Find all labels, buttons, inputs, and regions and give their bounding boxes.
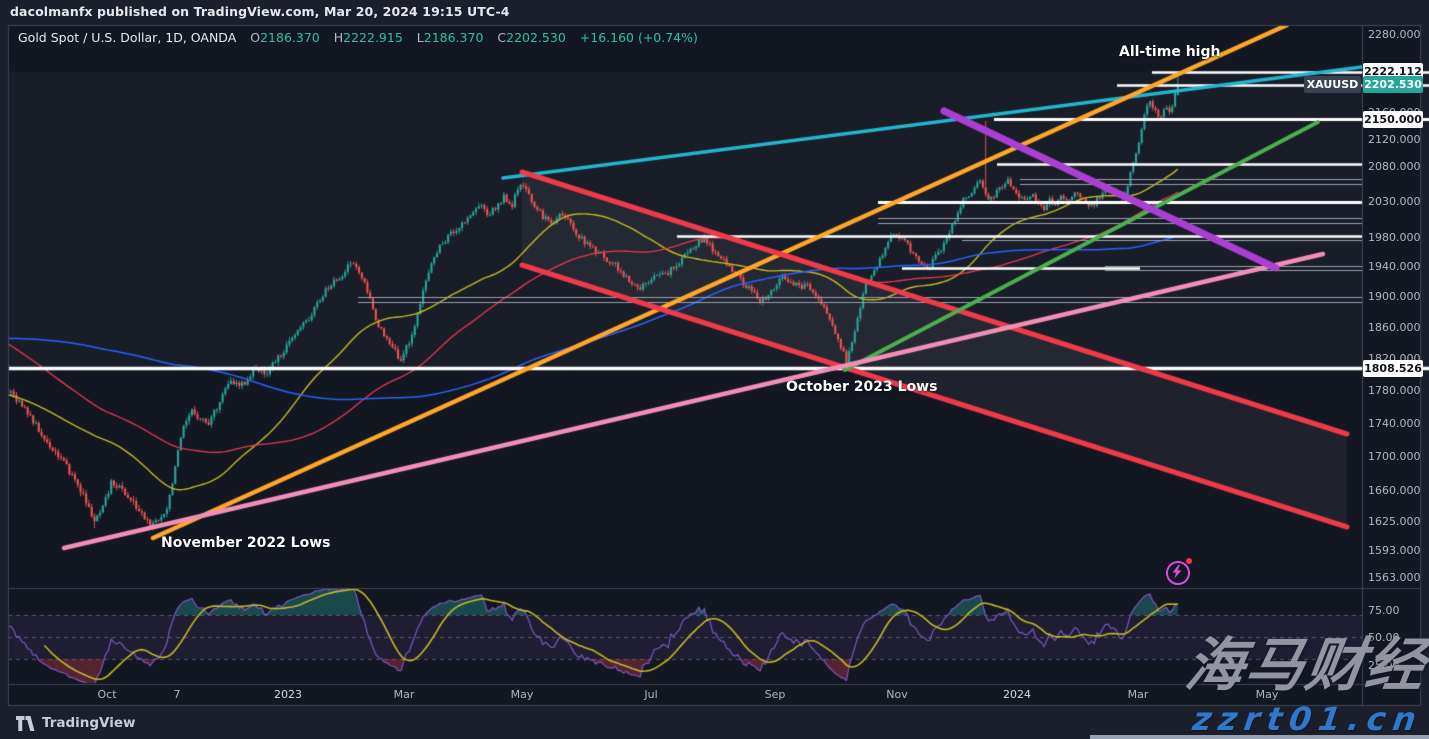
time-tick-label: May — [510, 688, 534, 701]
ohlc-close-label: C — [497, 30, 507, 45]
rsi-tick-label: 25.00 — [1368, 658, 1400, 672]
lightning-bolt-icon — [1172, 565, 1182, 579]
price-tick-label: 1900.000 — [1368, 290, 1421, 304]
time-tick-label: 2024 — [1003, 688, 1031, 701]
watermark-chinese-brand: 海马财经 — [1181, 631, 1429, 699]
price-tick-label: 1593.000 — [1368, 543, 1421, 557]
notification-dot — [1186, 558, 1192, 564]
ohlc-low-value: 2186.370 — [423, 30, 484, 45]
price-tick-label: 1700.000 — [1368, 450, 1421, 464]
price-tick-label: 1860.000 — [1368, 320, 1421, 334]
price-tick-label: 2030.000 — [1368, 195, 1421, 209]
tradingview-logo-text: TradingView — [42, 715, 136, 731]
price-tick-label: 1780.000 — [1368, 384, 1421, 397]
time-tick-label: May — [1255, 688, 1279, 701]
ohlc-low-label: L — [416, 30, 424, 45]
last-price-badge: 2202.530 — [1363, 76, 1423, 94]
tradingview-logo-link[interactable]: TradingView — [16, 712, 136, 734]
price-tick-label: 2120.000 — [1368, 132, 1421, 146]
ohlc-high-value: 2222.915 — [343, 30, 403, 45]
price-tick-label: 1625.000 — [1368, 515, 1421, 529]
watermark-site-url: zzrt01.cn — [1190, 700, 1426, 738]
price-tick-label: 2280.000 — [1368, 28, 1421, 41]
price-tick-label: 2080.000 — [1368, 160, 1421, 174]
ohlc-open-value: 2186.370 — [260, 30, 320, 45]
rsi-tick-label: 75.00 — [1368, 603, 1400, 617]
publish-header-bar: dacolmanfx published on TradingView.com,… — [0, 0, 1429, 24]
price-badge-2150: 2150.000 — [1363, 110, 1423, 128]
annotation-november-2022-lows: November 2022 Lows — [161, 535, 331, 551]
time-tick-label: Mar — [393, 688, 415, 701]
symbol-name-badge: XAUUSD — [1304, 76, 1361, 94]
time-tick-label: Oct — [97, 688, 117, 701]
price-tick-label: 1660.000 — [1368, 484, 1421, 498]
ohlc-close-value: 2202.530 — [506, 30, 566, 45]
price-badge-october-low: 1808.526 — [1363, 359, 1423, 377]
published-byline: dacolmanfx published on TradingView.com,… — [10, 4, 510, 19]
annotation-all-time-high: All-time high — [1119, 44, 1221, 60]
time-tick-label: Nov — [886, 688, 908, 701]
symbol-legend[interactable]: Gold Spot / U.S. Dollar, 1D, OANDA O2186… — [18, 30, 698, 45]
daily-change-value: +16.160 (+0.74%) — [579, 30, 698, 45]
ohlc-high-label: H — [333, 30, 344, 45]
rsi-tick-label: 50.00 — [1368, 631, 1400, 644]
time-tick-label: Mar — [1127, 688, 1149, 701]
quick-trade-lightning-button[interactable] — [1163, 558, 1193, 588]
price-tick-label: 1940.000 — [1368, 260, 1421, 274]
time-tick-label: 2023 — [274, 688, 302, 701]
price-tick-label: 1563.000 — [1368, 570, 1421, 584]
time-tick-label: Jul — [644, 688, 658, 701]
time-tick-label: Sep — [764, 688, 786, 701]
symbol-title: Gold Spot / U.S. Dollar, 1D, OANDA — [18, 30, 237, 45]
ohlc-open-label: O — [250, 30, 261, 45]
price-tick-label: 1740.000 — [1368, 416, 1421, 430]
tradingview-mark-icon — [16, 715, 35, 731]
time-tick-label: 7 — [173, 688, 181, 701]
annotation-october-2023-lows: October 2023 Lows — [786, 379, 938, 395]
watermark-bottom-strip — [1090, 735, 1429, 739]
price-tick-label: 1980.000 — [1368, 230, 1421, 244]
